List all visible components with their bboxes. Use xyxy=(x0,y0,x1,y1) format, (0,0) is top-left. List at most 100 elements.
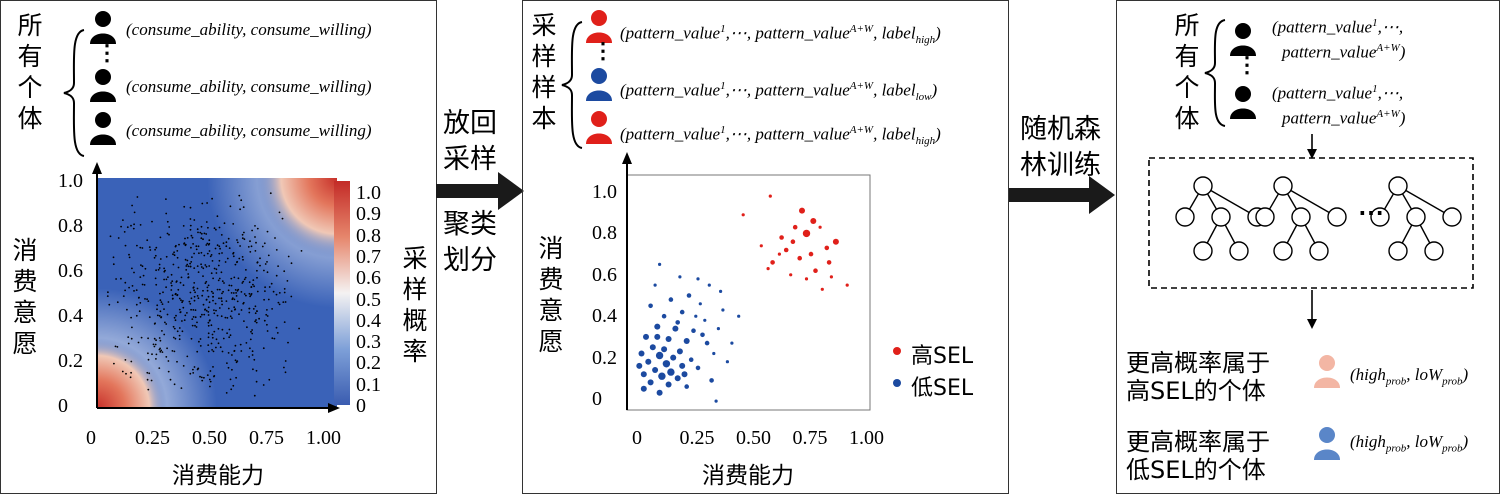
sample-dot xyxy=(154,248,156,251)
scatter-point xyxy=(818,225,822,229)
sample-dot xyxy=(218,252,221,255)
sample-dot xyxy=(254,225,256,227)
sample-dot xyxy=(208,265,211,267)
sample-dot xyxy=(206,252,209,255)
sample-dot xyxy=(196,287,199,290)
sample-dot xyxy=(165,198,167,200)
sample-dot xyxy=(222,290,224,293)
sample-dot xyxy=(197,271,200,273)
sample-dot xyxy=(278,292,281,294)
sample-dot xyxy=(189,372,192,375)
scatter-point xyxy=(688,357,694,362)
sample-dot xyxy=(155,283,158,286)
sample-dot xyxy=(254,305,257,308)
sample-dot xyxy=(207,295,210,298)
sample-dot xyxy=(165,278,168,281)
scatter-point xyxy=(797,255,802,261)
sample-dot xyxy=(205,309,208,312)
scatter-point xyxy=(684,384,689,389)
sample-dot xyxy=(127,336,130,338)
arrow1 xyxy=(436,172,524,210)
sample-dot xyxy=(207,284,210,287)
sample-dot xyxy=(174,337,177,340)
sample-dot xyxy=(155,269,157,272)
sample-dot xyxy=(193,366,196,368)
sample-dot xyxy=(131,326,133,329)
person-icon-red xyxy=(586,111,612,144)
sample-dot xyxy=(275,249,278,251)
tuple-text: (consume_ability, consume_willing) xyxy=(126,121,372,140)
sample-dot xyxy=(234,289,237,291)
scatter-ytick: 0.2 xyxy=(592,346,617,369)
sample-dot xyxy=(148,372,151,375)
sample-dot xyxy=(284,301,287,303)
sample-dot xyxy=(213,309,215,311)
sample-dot xyxy=(190,261,193,263)
sample-dot xyxy=(213,312,216,315)
sample-dot xyxy=(161,351,164,353)
sample-dot xyxy=(249,347,251,350)
sample-dot xyxy=(223,282,225,284)
sample-dot xyxy=(194,324,196,327)
sample-dot xyxy=(165,212,168,215)
sample-dot xyxy=(237,288,240,291)
scatter-ytick: 0 xyxy=(592,388,602,410)
sample-dot xyxy=(131,267,133,270)
sample-dot xyxy=(240,291,243,293)
result-low-line1: 更高概率属于 xyxy=(1126,428,1270,456)
sample-dot xyxy=(197,231,199,234)
sample-dot xyxy=(205,244,208,246)
scatter-point xyxy=(654,323,661,330)
scatter-point xyxy=(662,360,671,368)
heatmap-ytick: 0 xyxy=(58,395,68,417)
sample-dot xyxy=(245,269,247,271)
sample-dot xyxy=(256,310,258,312)
heatmap-ytick: 0.2 xyxy=(58,350,83,372)
sample-dot xyxy=(181,330,184,333)
sample-dot xyxy=(182,365,185,367)
sample-dot xyxy=(151,353,153,356)
scatter-point xyxy=(652,367,659,373)
heatmap-ytick: 1.0 xyxy=(58,170,83,192)
sample-dot xyxy=(283,366,285,369)
sample-dot xyxy=(167,301,170,303)
tree-node xyxy=(1273,241,1293,261)
sample-dot xyxy=(262,384,265,386)
sample-dot xyxy=(135,303,138,306)
sample-dot xyxy=(180,299,182,302)
sample-dot xyxy=(231,317,233,319)
scatter-point xyxy=(766,267,770,271)
tree-node xyxy=(1309,241,1329,261)
sample-dot xyxy=(259,257,261,260)
sample-dot xyxy=(238,313,240,316)
sample-dot xyxy=(204,308,206,311)
sample-dot xyxy=(264,263,267,265)
sample-dot xyxy=(166,313,169,316)
sample-dot xyxy=(154,277,157,280)
sample-dot xyxy=(192,287,195,289)
sample-dot xyxy=(212,299,214,302)
sample-dot xyxy=(249,295,252,298)
sample-dot xyxy=(200,232,203,235)
scatter-point xyxy=(770,260,775,265)
sample-dot xyxy=(196,321,198,324)
sample-dot xyxy=(252,368,254,371)
sample-dot xyxy=(214,247,217,250)
sample-dot xyxy=(192,316,195,318)
sample-dot xyxy=(205,265,208,268)
sample-dot xyxy=(159,347,161,350)
sample-dot xyxy=(146,371,149,374)
sample-dot xyxy=(236,241,239,244)
tree-node xyxy=(1229,241,1249,261)
sample-dot xyxy=(222,337,225,340)
sample-dot xyxy=(281,217,284,220)
sample-dot xyxy=(252,279,255,281)
sample-dot xyxy=(166,347,168,350)
sample-dot xyxy=(224,316,227,319)
tree-node xyxy=(1406,207,1426,227)
down-arrow xyxy=(1307,134,1317,159)
sample-dot xyxy=(252,308,255,310)
sample-dot xyxy=(177,288,180,291)
person-icon-light-red xyxy=(1314,355,1340,388)
sample-dot xyxy=(227,366,230,369)
